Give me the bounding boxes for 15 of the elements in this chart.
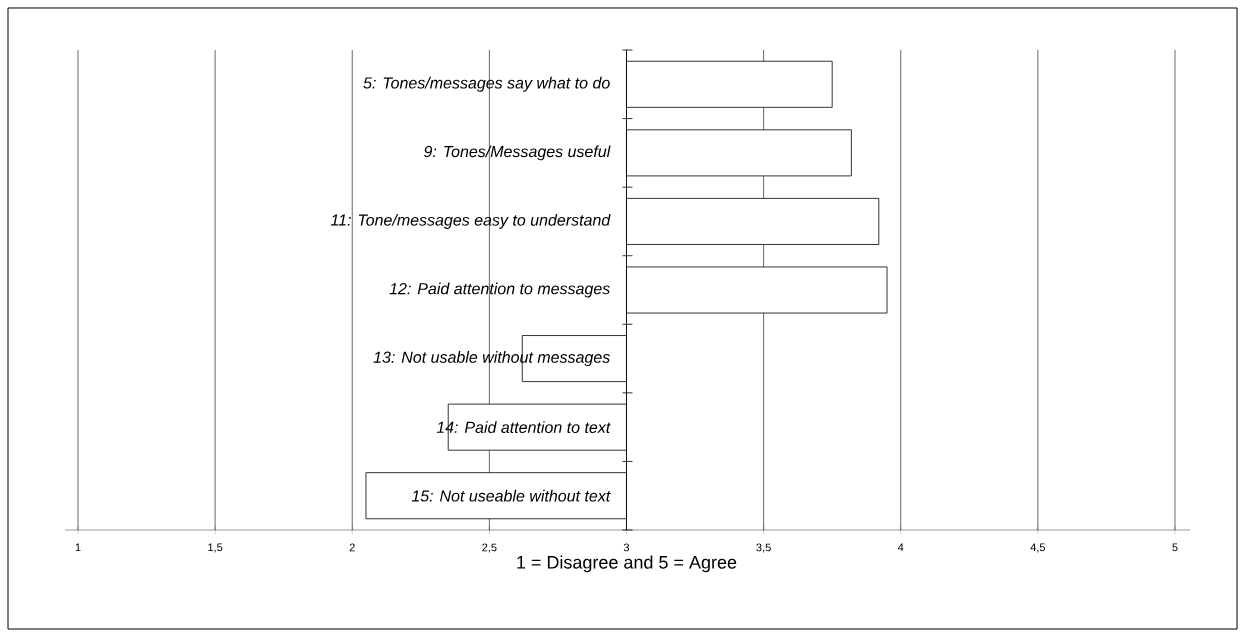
x-tick-label: 2 — [349, 543, 355, 552]
x-axis-title: 1 = Disagree and 5 = Agree — [517, 555, 737, 573]
x-tick-label: 4,5 — [1030, 543, 1046, 553]
y-tick-label: 5: Tones/messages say what to do — [363, 76, 610, 92]
y-tick-label: 9: Tones/Messages useful — [424, 145, 611, 161]
x-tick-label: 1,5 — [208, 543, 223, 553]
x-tick-label: 3,5 — [756, 543, 771, 553]
x-tick-label: 1 — [75, 543, 81, 552]
y-tick-label: 15: Not useable without text — [411, 489, 611, 502]
y-tick-label: 12: Paid attention to messages — [389, 282, 610, 298]
x-tick-label: 4 — [897, 543, 904, 552]
x-tick-label: 2,5 — [482, 543, 497, 553]
x-tick-label: 3 — [623, 543, 630, 552]
y-tick-label: 11: Tone/messages easy to understand — [330, 213, 611, 229]
x-tick-label: 5 — [1172, 543, 1178, 552]
